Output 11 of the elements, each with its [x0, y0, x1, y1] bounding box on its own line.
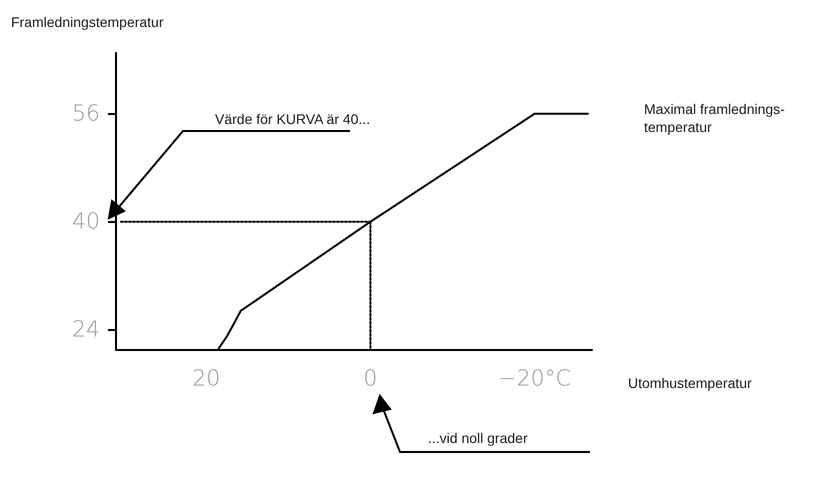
annotation: Värde för KURVA är 40...	[215, 111, 370, 127]
text: Maximal framlednings- temperatur	[644, 101, 786, 135]
y-tick-label: 56	[72, 101, 100, 126]
x-tick-label: 0	[363, 366, 378, 392]
y-tick-label: 24	[72, 317, 100, 342]
x-axis-title: Utomhustemperatur	[628, 375, 752, 391]
x-tick-label: 20	[192, 366, 220, 392]
x-tick-label: −20°C	[498, 366, 571, 392]
text: ...vid noll grader	[428, 430, 528, 446]
y-axis-title: Framledningstemperatur	[11, 14, 164, 30]
y-tick-label: 40	[72, 209, 100, 234]
